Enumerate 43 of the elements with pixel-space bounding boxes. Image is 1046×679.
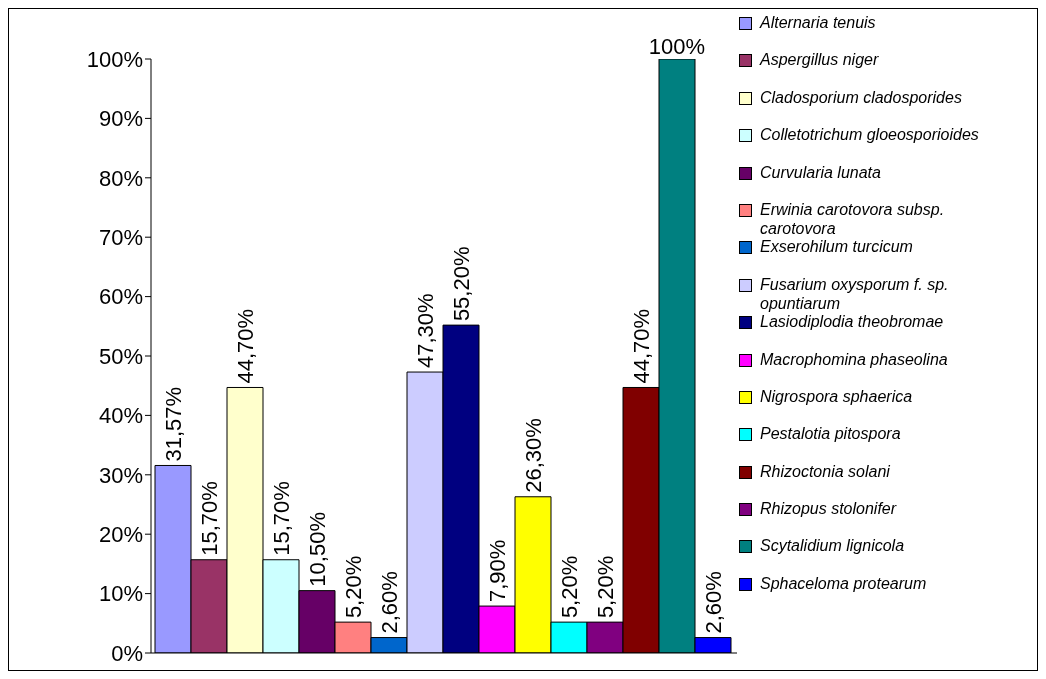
data-label: 10,50% [305, 512, 330, 587]
data-label: 7,90% [485, 539, 510, 603]
legend-label: Fusarium oxysporum f. sp. opuntiarum [760, 274, 950, 313]
legend-label: Sphaceloma protearum [760, 573, 928, 593]
legend-label: Scytalidium lignicola [760, 536, 906, 556]
data-label: 31,57% [161, 386, 186, 462]
y-tick-label: 50% [98, 343, 143, 369]
data-label: 5,20% [557, 555, 582, 619]
y-tick-label: 20% [98, 522, 143, 548]
y-tick-label: 30% [98, 462, 143, 488]
data-label: 47,30% [413, 293, 438, 369]
y-tick-label: 60% [98, 284, 143, 310]
legend-label: Nigrospora sphaerica [760, 386, 914, 406]
y-tick-label: 10% [98, 581, 143, 607]
legend-label: Rhizopus stolonifer [760, 499, 898, 519]
y-tick-label: 70% [98, 225, 143, 251]
legend-label: Erwinia carotovora subsp. carotovora [760, 199, 946, 238]
legend-label: Colletotrichum gloeosporioides [760, 125, 980, 145]
y-tick-label: 90% [98, 106, 143, 132]
data-label: 15,70% [197, 481, 222, 556]
y-tick-label: 0% [111, 640, 143, 666]
y-tick-label: 80% [98, 165, 143, 191]
data-label: 15,70% [269, 481, 294, 556]
data-label: 44,70% [233, 308, 258, 384]
y-tick-label: 100% [86, 46, 143, 72]
data-label: 2,60% [701, 571, 726, 634]
data-label: 55,20% [449, 246, 474, 322]
legend-label: Exserohilum turcicum [760, 237, 914, 257]
data-label: 26,30% [521, 418, 546, 493]
data-label: 5,20% [341, 555, 366, 619]
data-label: 44,70% [629, 308, 654, 384]
y-tick-label: 40% [98, 403, 143, 429]
legend-label: Lasiodiplodia theobromae [760, 312, 945, 332]
data-label: 5,20% [593, 555, 618, 619]
data-label: 100% [648, 34, 706, 59]
legend-label: Alternaria tenuis [760, 13, 877, 32]
legend-label: Curvularia lunata [760, 162, 882, 182]
legend-label: Rhizoctonia solani [760, 461, 891, 481]
legend-label: Pestalotia pitospora [760, 424, 902, 444]
data-label: 2,60% [377, 571, 402, 634]
legend-label: Macrophomina phaseolina [760, 349, 949, 369]
legend-label: Cladosporium cladosporides [760, 87, 963, 107]
legend-label: Aspergillus niger [760, 50, 880, 70]
